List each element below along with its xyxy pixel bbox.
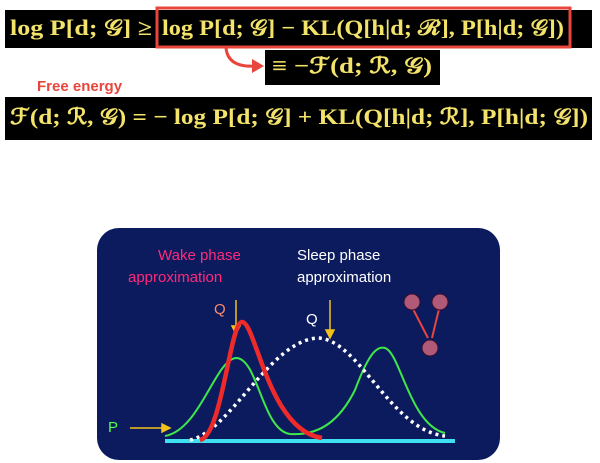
label: P <box>108 419 118 436</box>
equation-bar <box>5 97 592 140</box>
label: Sleep phase <box>297 247 380 264</box>
arrowhead <box>252 59 264 73</box>
arrow <box>224 47 257 68</box>
label: approximation <box>128 269 222 286</box>
equation-bar <box>265 50 440 85</box>
equation-bar <box>5 10 592 48</box>
diagram-panel <box>97 228 500 460</box>
label: approximation <box>297 269 391 286</box>
label: Q <box>214 301 226 318</box>
wake-q-curve <box>198 319 323 443</box>
equation-text: log P[d; 𝒢] − KL(Q[h|d; ℛ], P[h|d; 𝒢]) <box>162 15 564 40</box>
graph-icon <box>403 293 449 357</box>
equation-text: log P[d; 𝒢] ≥ <box>10 15 152 40</box>
equation-text: ℱ(d; ℛ, 𝒢) = − log P[d; 𝒢] + KL(Q[h|d; ℛ… <box>10 104 588 129</box>
equation-text: ≡ −ℱ(d; ℛ, 𝒢) <box>272 53 432 78</box>
label: Wake phase <box>158 247 241 264</box>
p-curve <box>164 346 446 437</box>
label: Free energy <box>37 78 123 95</box>
highlight-box <box>155 6 572 49</box>
label: Q <box>306 311 318 328</box>
